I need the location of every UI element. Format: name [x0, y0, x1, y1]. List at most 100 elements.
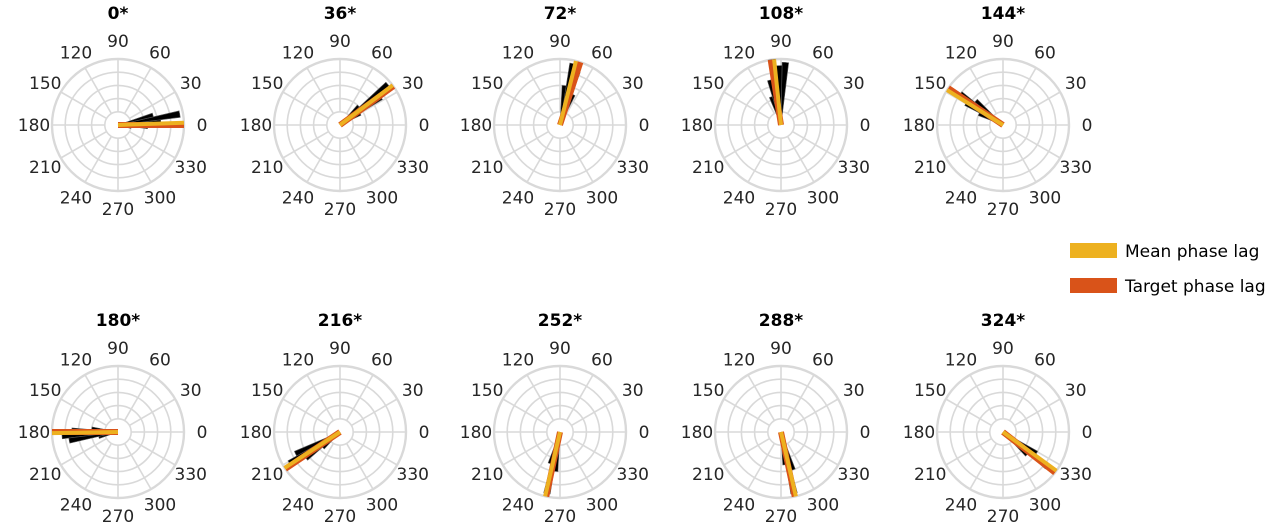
grid-spoke [84, 443, 113, 490]
grid-spoke [526, 374, 555, 421]
polar-panel: 0 30 60 90 120 150 180 210 240 270 300 330 144* [903, 4, 1093, 220]
panel-title: 0* [108, 4, 129, 24]
angle-tick-label: 180 [460, 116, 492, 136]
grid-spoke [129, 130, 176, 159]
grid-spoke [786, 374, 815, 421]
angle-tick-label: 150 [914, 381, 946, 401]
angle-tick-label: 90 [107, 339, 129, 359]
angle-tick-label: 120 [282, 350, 314, 370]
grid-spoke [84, 67, 113, 114]
angle-tick-label: 0 [419, 423, 430, 443]
grid-spoke [351, 398, 398, 427]
angle-tick-label: 0 [1082, 116, 1093, 136]
angle-tick-label: 300 [366, 189, 398, 209]
grid-spoke [723, 91, 770, 120]
angle-tick-label: 180 [903, 116, 935, 136]
grid-spoke [571, 437, 618, 466]
mean-phase-line [543, 431, 562, 497]
angle-tick-label: 120 [60, 350, 92, 370]
angle-tick-label: 0 [1082, 423, 1093, 443]
angle-tick-label: 270 [765, 200, 797, 220]
angle-tick-label: 60 [591, 350, 613, 370]
angle-tick-label: 210 [692, 465, 724, 485]
angle-tick-label: 300 [807, 496, 839, 516]
mean-phase-line [772, 59, 783, 126]
angle-tick-label: 30 [402, 381, 424, 401]
grid-spoke [129, 91, 176, 120]
grid-spoke [306, 67, 335, 114]
grid-spoke [60, 91, 107, 120]
grid-spoke [282, 130, 329, 159]
grid-spoke [282, 91, 329, 120]
angle-tick-label: 300 [586, 496, 618, 516]
grid-spoke [84, 136, 113, 183]
angle-tick-label: 120 [945, 350, 977, 370]
angle-tick-label: 270 [544, 507, 576, 525]
angle-tick-label: 330 [175, 465, 207, 485]
grid-spoke [723, 437, 770, 466]
grid-spoke [792, 398, 839, 427]
angle-tick-label: 120 [723, 43, 755, 63]
angle-tick-label: 0 [639, 423, 650, 443]
angle-tick-label: 270 [324, 507, 356, 525]
panel-title: 180* [96, 311, 140, 331]
angle-tick-label: 180 [903, 423, 935, 443]
polar-panel: 0 30 60 90 120 150 180 210 240 270 300 330 324* [903, 311, 1093, 525]
grid-spoke [526, 136, 555, 183]
angle-tick-label: 150 [251, 381, 283, 401]
grid-spoke [945, 398, 992, 427]
grid-spoke [526, 67, 555, 114]
angle-tick-label: 60 [371, 350, 393, 370]
angle-tick-label: 60 [149, 43, 171, 63]
angle-tick-label: 240 [60, 189, 92, 209]
grid-spoke [351, 130, 398, 159]
grid-spoke [571, 91, 618, 120]
angle-tick-label: 150 [914, 74, 946, 94]
angle-tick-label: 30 [843, 381, 865, 401]
angle-tick-label: 210 [914, 158, 946, 178]
angle-tick-label: 210 [914, 465, 946, 485]
grid-spoke [345, 443, 374, 490]
angle-tick-label: 330 [397, 158, 429, 178]
angle-tick-label: 90 [549, 32, 571, 52]
grid-spoke [306, 136, 335, 183]
grid-spoke [60, 130, 107, 159]
angle-tick-label: 210 [251, 158, 283, 178]
angle-tick-label: 90 [107, 32, 129, 52]
grid-spoke [1014, 91, 1061, 120]
grid-spoke [351, 437, 398, 466]
legend-swatch-mean [1070, 243, 1117, 258]
panel-title: 324* [981, 311, 1025, 331]
mean-phase-line [338, 83, 394, 127]
grid-spoke [969, 443, 998, 490]
angle-tick-label: 150 [471, 74, 503, 94]
grid-spoke [306, 374, 335, 421]
grid-spoke [565, 374, 594, 421]
angle-tick-label: 270 [765, 507, 797, 525]
angle-tick-label: 60 [812, 350, 834, 370]
grid-spoke [1008, 374, 1037, 421]
mean-phase-line [283, 430, 342, 470]
grid-spoke [306, 443, 335, 490]
angle-tick-label: 300 [1029, 496, 1061, 516]
polar-panel: 0 30 60 90 120 150 180 210 240 270 300 330 252* [460, 311, 650, 525]
angle-tick-label: 180 [681, 423, 713, 443]
angle-tick-label: 120 [282, 43, 314, 63]
angle-tick-label: 330 [1060, 158, 1092, 178]
angle-tick-label: 180 [240, 116, 272, 136]
grid-spoke [84, 374, 113, 421]
grid-spoke [60, 437, 107, 466]
grid-spoke [345, 67, 374, 114]
polar-panel: 0 30 60 90 120 150 180 210 240 270 300 330 0* [18, 4, 208, 220]
angle-tick-label: 90 [329, 32, 351, 52]
angle-tick-label: 0 [419, 116, 430, 136]
angle-tick-label: 210 [471, 158, 503, 178]
angle-tick-label: 210 [29, 465, 61, 485]
angle-tick-label: 30 [843, 74, 865, 94]
angle-tick-label: 30 [402, 74, 424, 94]
angle-tick-label: 300 [366, 496, 398, 516]
grid-spoke [792, 130, 839, 159]
grid-spoke [502, 130, 549, 159]
angle-tick-label: 300 [1029, 189, 1061, 209]
